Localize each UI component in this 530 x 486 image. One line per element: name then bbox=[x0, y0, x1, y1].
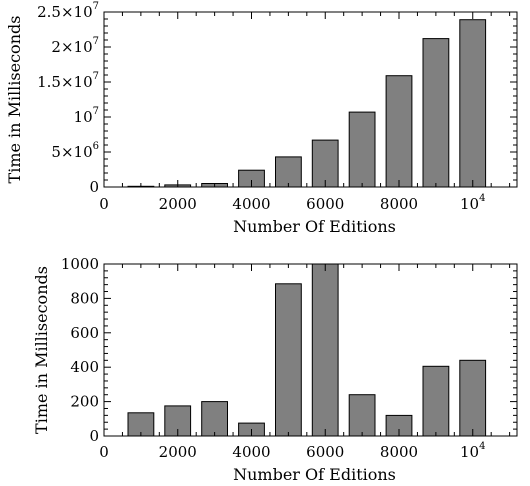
x-tick-label: 2000 bbox=[159, 443, 197, 461]
x-tick-label: 6000 bbox=[306, 195, 344, 213]
x-tick-label: 4000 bbox=[232, 443, 270, 461]
bar-7000 bbox=[348, 111, 376, 187]
y-tick-label: 107 bbox=[74, 106, 99, 126]
x-tick-label: 8000 bbox=[380, 443, 418, 461]
x-tick-label: 0 bbox=[99, 443, 109, 461]
bar-10000 bbox=[459, 359, 487, 436]
y-tick-label: 800 bbox=[70, 289, 99, 307]
plot-frame bbox=[103, 11, 518, 188]
bar-6000 bbox=[311, 264, 339, 436]
plot-frame bbox=[103, 263, 518, 437]
chart-bottom: 0 2000 4000 6000 8000 104 0 200 400 600 800 1000 Num… bbox=[32, 255, 518, 484]
chart-top: 0 2000 4000 6000 8000 104 0 5×106 107 1.5×107 2×10… bbox=[5, 1, 518, 236]
y-tick-label: 200 bbox=[70, 393, 99, 411]
y-tick-label: 600 bbox=[70, 324, 99, 342]
bar-10000 bbox=[459, 19, 487, 187]
bar-series bbox=[127, 19, 487, 187]
y-tick-label: 400 bbox=[70, 358, 99, 376]
x-tick-label: 2000 bbox=[159, 195, 197, 213]
bar-7000 bbox=[348, 394, 376, 436]
bar-6000 bbox=[311, 139, 339, 187]
x-tick-label: 8000 bbox=[380, 195, 418, 213]
y-tick-label: 2.5×107 bbox=[37, 1, 99, 21]
x-axis-label: Number Of Editions bbox=[233, 217, 396, 236]
y-tick-label: 0 bbox=[89, 427, 99, 445]
x-tick-label: 0 bbox=[99, 195, 109, 213]
y-tick-label: 2×107 bbox=[51, 36, 99, 56]
y-tick-label: 1000 bbox=[61, 255, 99, 273]
bar-3000 bbox=[201, 401, 228, 436]
y-axis-label: Time in Milliseconds bbox=[32, 266, 51, 434]
y-axis-label: Time in Milliseconds bbox=[5, 16, 24, 184]
x-tick-label: 104 bbox=[460, 193, 485, 213]
bar-series bbox=[127, 264, 487, 436]
x-axis-label: Number Of Editions bbox=[233, 465, 396, 484]
bar-5000 bbox=[275, 283, 302, 436]
y-tick-label: 0 bbox=[89, 178, 99, 196]
bar-5000 bbox=[275, 156, 302, 187]
x-tick-label: 104 bbox=[460, 441, 485, 461]
bar-9000 bbox=[422, 365, 450, 436]
x-tick-label: 6000 bbox=[306, 443, 344, 461]
bar-8000 bbox=[385, 75, 413, 187]
y-tick-label: 5×106 bbox=[51, 141, 99, 161]
bar-9000 bbox=[422, 38, 450, 187]
y-tick-label: 1.5×107 bbox=[37, 71, 99, 91]
x-tick-label: 4000 bbox=[232, 195, 270, 213]
